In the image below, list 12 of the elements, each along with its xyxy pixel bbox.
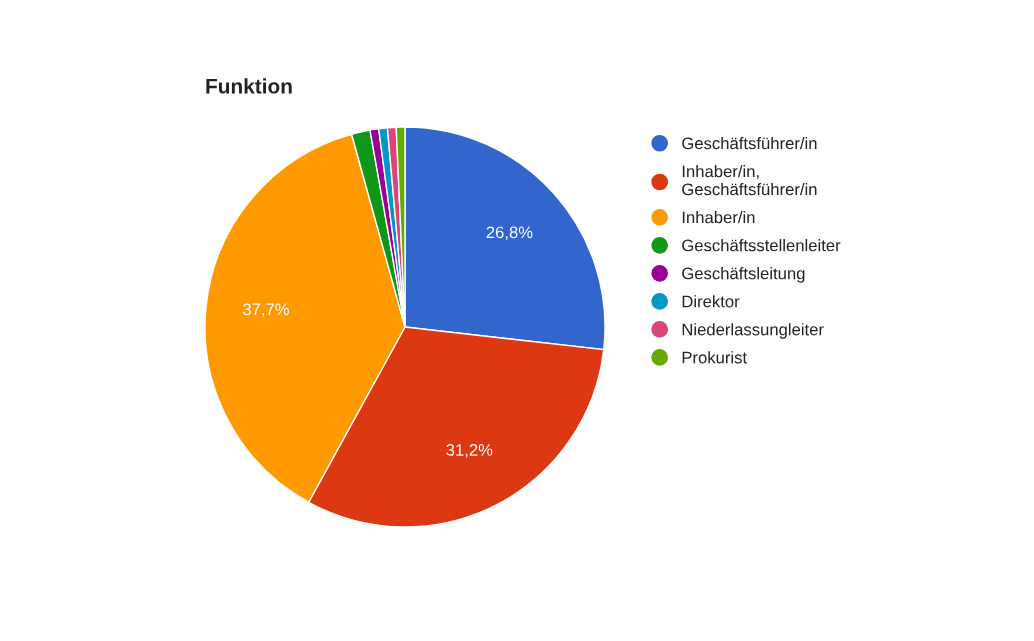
legend-label: Inhaber/in: [682, 211, 755, 224]
legend-label: Niederlassungleiter: [682, 323, 824, 339]
legend-label: Geschäftsleitung: [682, 267, 805, 283]
legend-label: Geschäftsführer/in: [682, 137, 817, 150]
data-label: 26,8%: [486, 226, 533, 241]
legend-label: Geschäftsstellenleiter: [682, 239, 841, 252]
legend-label: Inhaber/in, Geschäftsführer/in: [682, 165, 817, 196]
chart-title: Funktion: [206, 78, 292, 94]
legend-label: Prokurist: [682, 351, 747, 364]
data-label: 31,2%: [446, 444, 493, 458]
legend-label: Direktor: [682, 295, 740, 308]
data-label: 37,7%: [242, 303, 289, 318]
